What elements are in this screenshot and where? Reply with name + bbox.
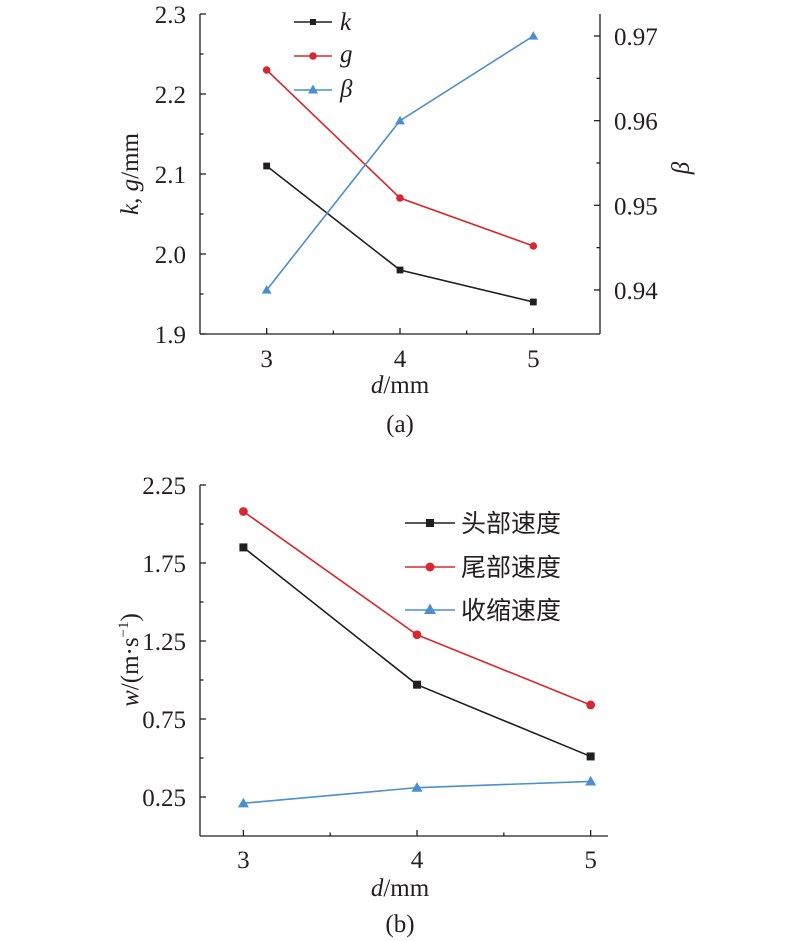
chart-b-data-point (239, 507, 248, 516)
chart-a: 1.9 2.0 2.1 2.2 2.3 0.94 0.95 0.96 0.97 3 4 5 k, g/… (117, 2, 695, 438)
chart-b-data-point (412, 630, 422, 640)
chart-a-xtick-label: 4 (394, 346, 407, 373)
chart-a-y2label: β (668, 161, 695, 175)
chart-a-y2tick-label: 0.97 (614, 24, 658, 51)
chart-b-data-point (413, 680, 422, 689)
chart-a-data-point (529, 298, 537, 306)
chart-a-y2tick-label: 0.96 (614, 109, 658, 136)
chart-b-data-point (237, 797, 249, 808)
chart-b-data-point (239, 543, 248, 552)
chart-b-ytick-label: 0.25 (142, 785, 186, 812)
chart-b-ytick-label: 0.75 (142, 707, 186, 734)
chart-a-ticks: 1.9 2.0 2.1 2.2 2.3 0.94 0.95 0.96 0.97 3 4 5 (155, 2, 659, 373)
chart-a-ytick-label: 1.9 (155, 322, 186, 349)
legend-head-label: 头部速度 (461, 509, 561, 538)
chart-a-data-point (263, 162, 271, 170)
chart-a-data-point (395, 115, 405, 125)
chart-b-legend-item-tail: 尾部速度 (405, 553, 561, 582)
chart-b-data-point (586, 700, 596, 710)
chart-b: 0.25 0.75 1.25 1.75 2.25 3 4 5 w/(m·s−1) d/mm (… (116, 473, 608, 938)
chart-a-y2tick-label: 0.94 (614, 278, 658, 305)
legend-beta-label: β (339, 76, 353, 103)
chart-a-data-point (529, 242, 538, 250)
chart-a-series-line (266, 165, 534, 303)
chart-b-xtick-label: 5 (584, 847, 597, 874)
chart-a-caption: (a) (386, 411, 414, 438)
chart-b-ytick-label: 2.25 (142, 473, 186, 500)
chart-a-ytick-label: 2.3 (155, 2, 186, 29)
chart-b-xtick-label: 4 (411, 847, 424, 874)
chart-b-legend-item-head: 头部速度 (405, 509, 561, 538)
chart-a-xtick-label: 5 (527, 346, 540, 373)
legend-contraction-label: 收缩速度 (461, 596, 561, 625)
chart-b-data-point (586, 752, 595, 761)
chart-a-series-line (266, 69, 534, 247)
legend-head-marker (426, 519, 434, 527)
chart-a-data-point (528, 31, 539, 40)
chart-b-data-point (585, 775, 597, 786)
chart-a-legend: k g β (294, 9, 353, 103)
chart-a-xlabel: d/mm (371, 372, 430, 399)
chart-a-ytick-label: 2.0 (155, 242, 186, 269)
chart-a-xtick-label: 3 (260, 346, 273, 373)
chart-a-ylabel: k, g/mm (117, 132, 144, 215)
chart-a-series-line (266, 35, 534, 291)
chart-b-xlabel: d/mm (371, 875, 430, 902)
chart-b-ylabel: w/(m·s−1) (116, 613, 144, 707)
chart-a-legend-item-k: k (294, 9, 352, 36)
legend-beta-marker (308, 84, 318, 94)
chart-a-ytick-label: 2.1 (155, 162, 186, 189)
legend-g-marker (309, 52, 317, 60)
chart-a-legend-item-beta: β (294, 76, 353, 103)
legend-contraction-marker (424, 603, 436, 614)
chart-a-data-point (262, 66, 271, 74)
chart-b-ticks: 0.25 0.75 1.25 1.75 2.25 3 4 5 (142, 473, 597, 874)
chart-b-caption: (b) (385, 911, 414, 938)
chart-a-series (261, 31, 539, 306)
chart-a-y2tick-label: 0.95 (614, 193, 658, 220)
chart-b-ytick-label: 1.75 (142, 551, 186, 578)
legend-k-label: k (340, 9, 352, 36)
chart-a-data-point (396, 194, 404, 202)
chart-a-legend-item-g: g (294, 41, 353, 68)
chart-b-ytick-label: 1.25 (142, 629, 186, 656)
legend-tail-label: 尾部速度 (461, 553, 561, 582)
legend-g-label: g (340, 41, 353, 68)
legend-k-marker (310, 19, 316, 25)
chart-b-data-point (411, 782, 423, 792)
chart-b-legend: 头部速度 尾部速度 收缩速度 (405, 509, 561, 625)
chart-a-data-point (261, 285, 272, 294)
chart-b-legend-item-contraction: 收缩速度 (405, 596, 561, 625)
chart-b-xtick-label: 3 (237, 847, 250, 874)
legend-tail-marker (425, 562, 435, 572)
chart-a-data-point (396, 266, 404, 274)
chart-a-ytick-label: 2.2 (155, 82, 186, 109)
chart-b-series (237, 507, 597, 808)
